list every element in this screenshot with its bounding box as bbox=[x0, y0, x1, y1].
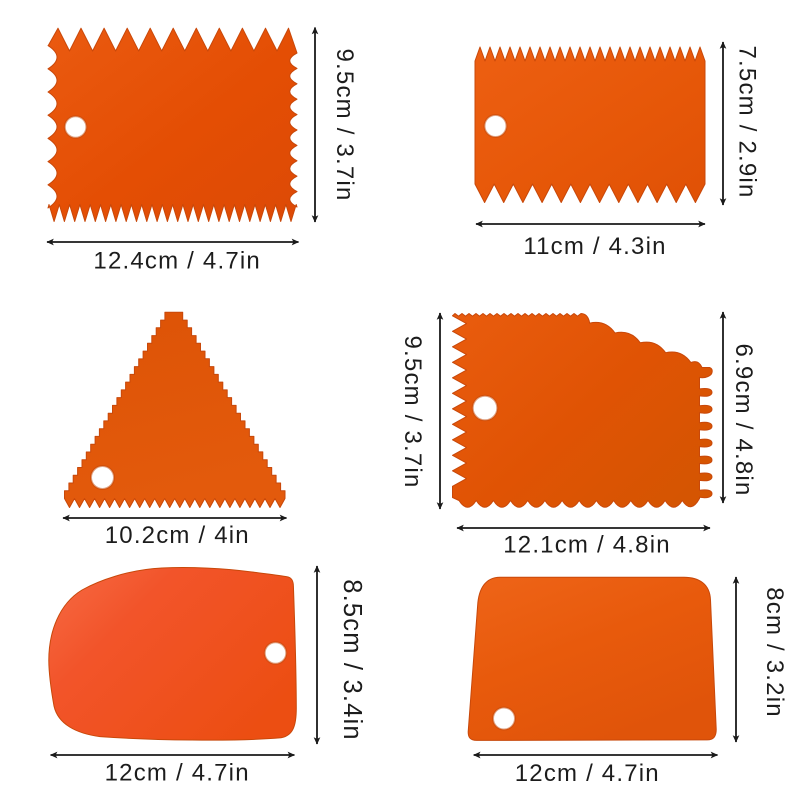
svg-text:12cm / 4.7in: 12cm / 4.7in bbox=[515, 760, 660, 787]
svg-text:11cm / 4.3in: 11cm / 4.3in bbox=[523, 233, 666, 260]
svg-text:6.9cm / 4.8in: 6.9cm / 4.8in bbox=[730, 343, 757, 496]
svg-text:9.5cm / 3.7in: 9.5cm / 3.7in bbox=[399, 335, 426, 488]
svg-text:9.5cm / 3.7in: 9.5cm / 3.7in bbox=[331, 48, 358, 201]
svg-text:12.1cm / 4.8in: 12.1cm / 4.8in bbox=[503, 532, 671, 559]
svg-text:12cm / 4.7in: 12cm / 4.7in bbox=[105, 759, 250, 786]
svg-text:8.5cm / 3.4in: 8.5cm / 3.4in bbox=[338, 579, 366, 741]
svg-text:7.5cm / 2.9in: 7.5cm / 2.9in bbox=[734, 45, 761, 198]
svg-text:8cm / 3.2in: 8cm / 3.2in bbox=[761, 587, 788, 718]
svg-text:12.4cm / 4.7in: 12.4cm / 4.7in bbox=[93, 248, 261, 275]
svg-text:10.2cm / 4in: 10.2cm / 4in bbox=[105, 522, 250, 549]
